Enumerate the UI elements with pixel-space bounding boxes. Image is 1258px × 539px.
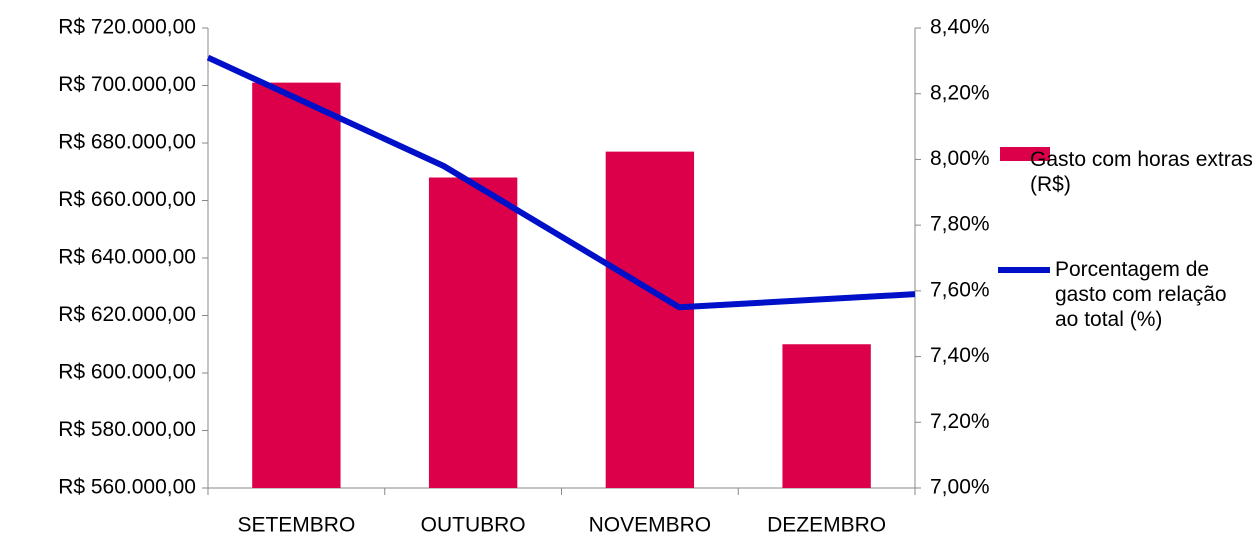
bar <box>252 82 341 488</box>
y2-tick-label: 8,20% <box>930 81 990 104</box>
legend-label: Porcentagem de gasto com relação ao tota… <box>1055 258 1227 331</box>
y-tick-label: R$ 720.000,00 <box>58 16 196 39</box>
y-tick-label: R$ 620.000,00 <box>58 303 196 326</box>
bar <box>605 151 695 488</box>
x-tick-label: OUTUBRO <box>421 514 526 537</box>
y-tick-label: R$ 600.000,00 <box>58 361 196 384</box>
x-tick-label: NOVEMBRO <box>589 514 712 537</box>
y-tick-label: R$ 660.000,00 <box>58 188 196 211</box>
y2-tick-label: 8,00% <box>930 147 990 170</box>
y-tick-label: R$ 560.000,00 <box>58 476 196 499</box>
legend-swatch <box>1000 147 1050 161</box>
y-tick-label: R$ 580.000,00 <box>58 418 196 441</box>
y2-tick-label: 8,40% <box>930 16 990 39</box>
y2-tick-label: 7,00% <box>930 476 990 499</box>
y-tick-label: R$ 700.000,00 <box>58 73 196 96</box>
line <box>206 54 916 311</box>
y-tick-label: R$ 640.000,00 <box>58 246 196 269</box>
bar <box>782 344 871 488</box>
legend-label: Gasto com horas extras (R$) <box>1030 148 1253 196</box>
y-tick-label: R$ 680.000,00 <box>58 131 196 154</box>
x-tick-label: SETEMBRO <box>237 514 355 537</box>
bar <box>428 177 518 488</box>
x-tick-label: DEZEMBRO <box>767 514 886 537</box>
y2-tick-label: 7,20% <box>930 410 990 433</box>
y2-tick-label: 7,60% <box>930 278 990 301</box>
y2-tick-label: 7,40% <box>930 344 990 367</box>
y2-tick-label: 7,80% <box>930 213 990 236</box>
